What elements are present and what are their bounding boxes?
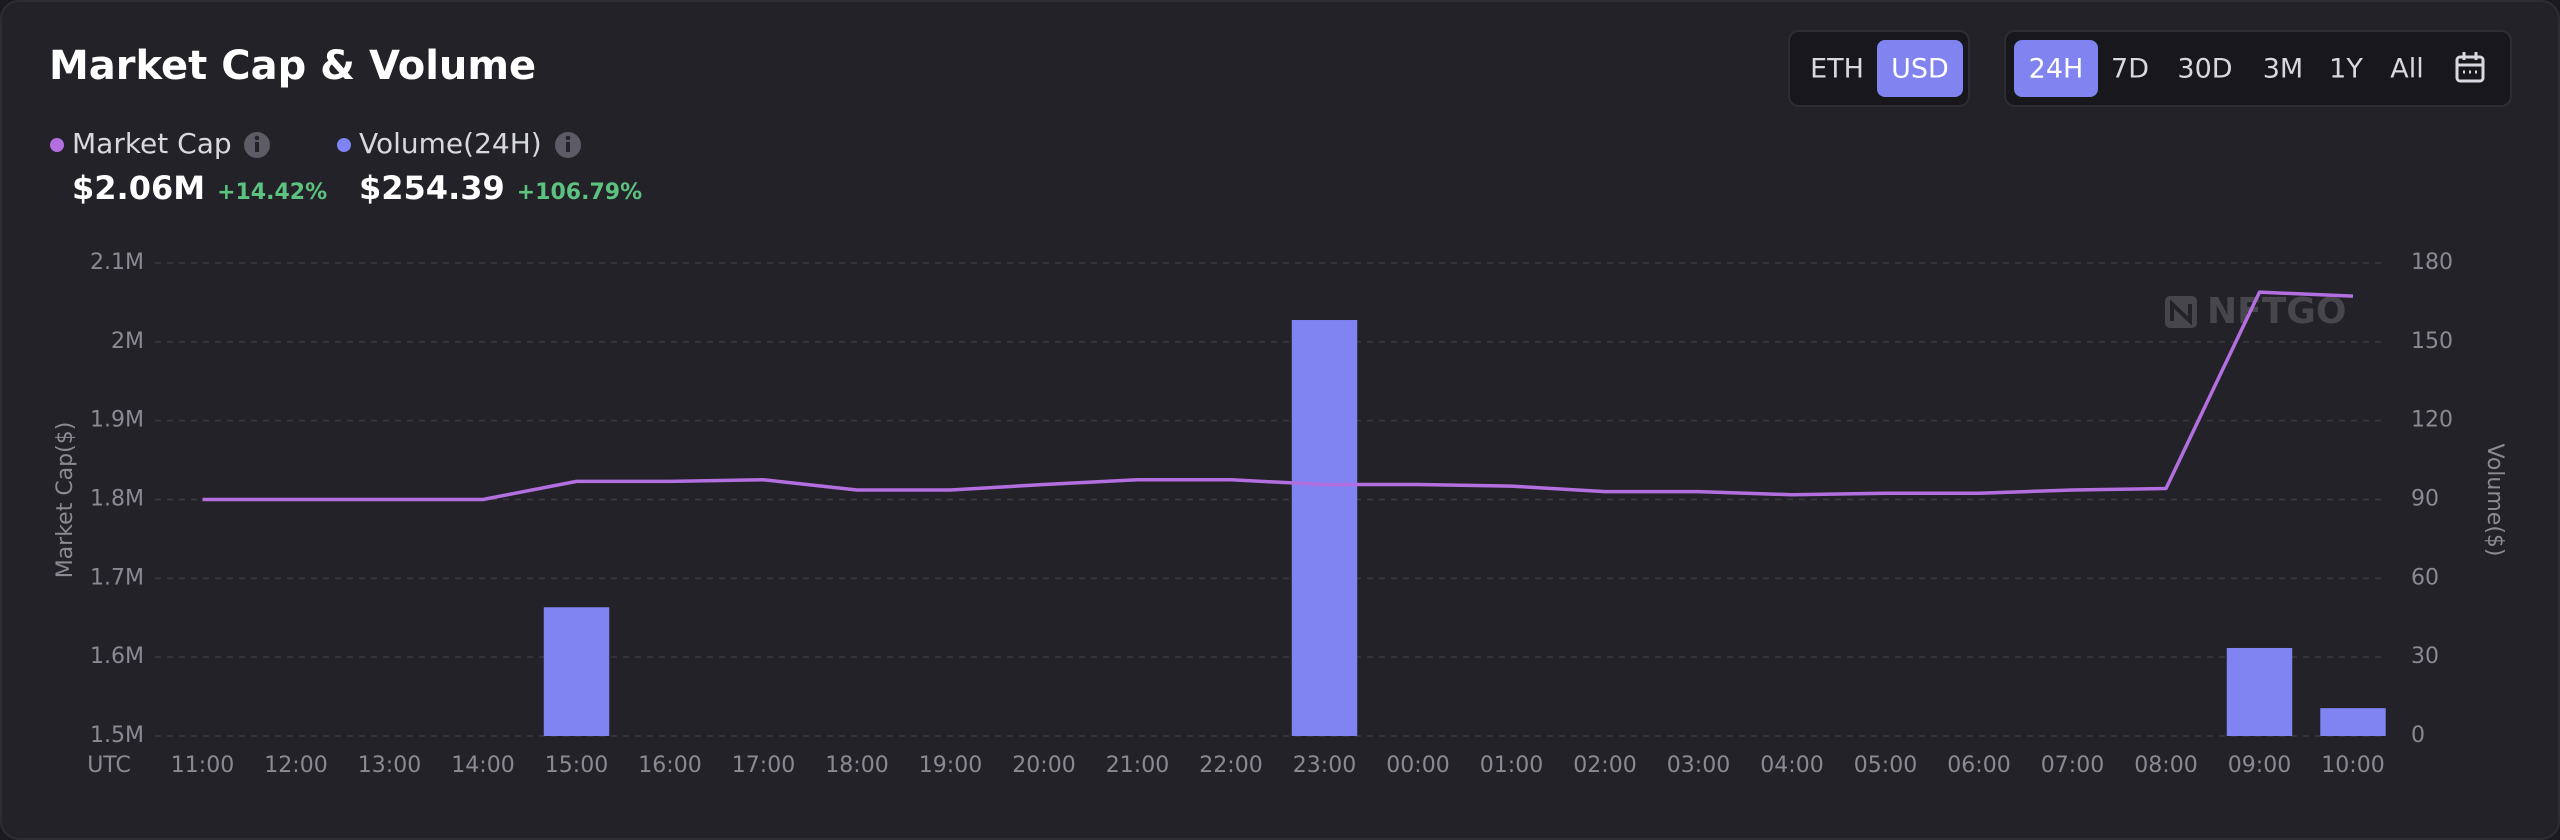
x-tick-label: 13:00 [358,753,421,778]
x-tick-label: 07:00 [2041,753,2104,778]
summary-change: +106.79% [517,180,642,205]
x-tick-label: 16:00 [638,753,701,778]
x-tick-label: 12:00 [264,753,327,778]
x-tick-label: 22:00 [1199,753,1262,778]
x-axis-title: UTC [87,753,131,778]
toggle-active-bg [2014,40,2098,97]
legend-marker [50,138,64,152]
y-axis-title: Market Cap($) [53,422,78,579]
y-tick-label: 1.7M [90,565,144,590]
volume-bar [1291,320,1358,736]
watermark: NFTGO [2165,291,2346,332]
y2-tick-label: 120 [2411,408,2453,433]
x-tick-label: 06:00 [1947,753,2010,778]
legend-label: Volume(24H) [359,127,542,160]
y-tick-label: 1.9M [90,408,144,433]
x-tick-label: 15:00 [545,753,608,778]
market-cap-line [202,290,2354,502]
volume-bar [2320,708,2386,736]
y2-tick-label: 90 [2411,487,2439,512]
volume-bar [2226,647,2293,736]
x-tick-label: 17:00 [732,753,795,778]
x-tick-label: 02:00 [1573,753,1636,778]
x-tick-label: 03:00 [1667,753,1730,778]
toggle-option[interactable]: 24H [2029,54,2084,85]
toggle-option[interactable]: 3M [2263,54,2303,85]
y-tick-label: 2.1M [90,250,144,275]
legend-label: Market Cap [72,127,232,160]
x-tick-label: 04:00 [1760,753,1823,778]
x-tick-label: 11:00 [171,753,234,778]
watermark-text: NFTGO [2207,291,2346,332]
x-tick-label: 23:00 [1293,753,1356,778]
x-tick-label: 14:00 [451,753,514,778]
y2-tick-label: 60 [2411,565,2439,590]
info-icon[interactable] [244,132,270,158]
summary-value: $2.06M [72,169,205,207]
x-tick-label: 01:00 [1480,753,1543,778]
toggle-option[interactable]: USD [1891,54,1949,85]
toggle-active-bg [1877,40,1963,97]
x-tick-label: 09:00 [2228,753,2291,778]
y2-tick-label: 150 [2411,329,2453,354]
volume-bar [543,607,610,736]
legend-marker [337,138,351,152]
y2-axis-title: Volume($) [2482,444,2507,557]
x-tick-label: 10:00 [2321,753,2384,778]
x-tick-label: 05:00 [1854,753,1917,778]
x-tick-label: 20:00 [1012,753,1075,778]
chart-title: Market Cap & Volume [49,43,536,89]
y2-tick-label: 30 [2411,644,2439,669]
y-tick-label: 1.8M [90,487,144,512]
toggle-option[interactable]: All [2390,54,2423,85]
y2-tick-label: 180 [2411,250,2453,275]
calendar-button[interactable] [2455,52,2485,83]
x-tick-label: 19:00 [919,753,982,778]
info-icon[interactable] [555,132,581,158]
toggle-option[interactable]: ETH [1810,54,1864,85]
x-tick-label: 18:00 [825,753,888,778]
x-tick-label: 00:00 [1386,753,1449,778]
y-tick-label: 1.6M [90,644,144,669]
toggle-option[interactable]: 30D [2177,54,2232,85]
y-tick-label: 2M [111,329,144,354]
y-tick-label: 1.5M [90,723,144,748]
toggle-option[interactable]: 7D [2111,54,2149,85]
summary-value: $254.39 [359,169,505,207]
range-toggle [2004,30,2512,107]
x-tick-label: 08:00 [2134,753,2197,778]
toggle-option[interactable]: 1Y [2329,54,2363,85]
y2-tick-label: 0 [2411,723,2425,748]
summary-change: +14.42% [217,180,327,205]
x-tick-label: 21:00 [1106,753,1169,778]
